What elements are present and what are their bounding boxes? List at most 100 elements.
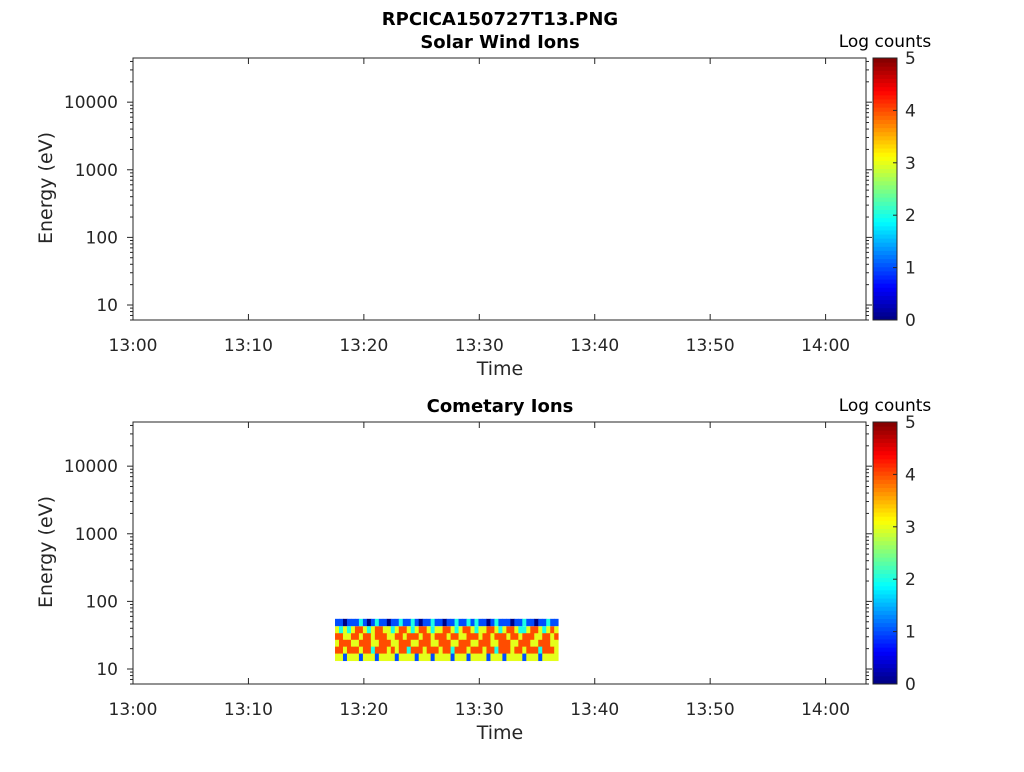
spectrogram-cell	[418, 639, 424, 648]
spectrogram-cell	[414, 618, 420, 627]
colorbar-segment	[873, 499, 897, 505]
spectrogram-cell	[450, 639, 455, 648]
spectrogram-cell	[390, 633, 396, 641]
colorbar-segment	[873, 266, 897, 272]
spectrogram-cell	[554, 639, 559, 648]
spectrogram-cell	[554, 653, 559, 662]
spectrogram-cell	[526, 653, 531, 662]
spectrogram-cell	[474, 633, 479, 641]
spectrogram-cell	[450, 633, 455, 641]
colorbar-segment	[873, 536, 897, 542]
spectrogram-cell	[418, 653, 424, 662]
spectrogram-cell	[390, 646, 396, 655]
colorbar-segment	[873, 585, 897, 591]
colorbar-segment	[873, 618, 897, 624]
spectrogram-cell	[434, 639, 440, 648]
colorbar-segment	[873, 528, 897, 534]
spectrogram-cell	[370, 646, 376, 655]
spectrogram-cell	[538, 626, 543, 634]
colorbar-segment	[873, 164, 897, 170]
spectrogram-cell	[450, 653, 455, 662]
spectrogram-cell	[470, 639, 475, 648]
spectrogram-cell	[498, 653, 503, 662]
y-tick-label: 1000	[75, 525, 118, 545]
colorbar: 0 1 2 3 4 5	[872, 413, 916, 695]
colorbar-segment	[873, 606, 897, 611]
colorbar-label: Log counts	[839, 396, 932, 416]
x-tick-label: 13:50	[686, 336, 735, 356]
spectrogram-cell	[366, 618, 372, 627]
spectrogram-cell	[490, 639, 495, 648]
spectrogram-cell	[458, 653, 463, 662]
spectrogram-cell	[362, 653, 368, 662]
spectrogram-cell	[434, 633, 440, 641]
colorbar-segment	[873, 622, 897, 628]
spectrogram-cell	[378, 653, 384, 662]
spectrogram-cell	[406, 639, 412, 648]
colorbar-segment	[873, 135, 897, 141]
spectrogram-cell	[502, 639, 507, 648]
solar-wind-panel: Solar Wind Ions 13:00 13:10 13:20 13:30 13:4…	[35, 32, 931, 380]
spectrogram-cell	[394, 633, 400, 641]
spectrogram-cell	[438, 646, 444, 655]
spectrogram-cell	[350, 626, 356, 634]
spectrogram-cell	[398, 653, 404, 662]
spectrogram-cell	[382, 639, 388, 648]
colorbar-segment	[873, 270, 897, 276]
spectrogram-cell	[546, 618, 551, 627]
spectrogram-cell	[358, 633, 364, 641]
spectrogram-cell	[342, 633, 348, 641]
colorbar-segment	[873, 299, 897, 305]
colorbar-segment	[873, 234, 897, 239]
colorbar-tick-label: 3	[905, 154, 916, 174]
spectrogram-cell	[410, 633, 416, 641]
spectrogram-cell	[526, 639, 531, 648]
spectrogram-cell	[362, 639, 368, 648]
cometary-panel: Cometary Ions 13:00 13:10 13:20 13:30 13:40 1…	[35, 396, 931, 744]
spectrogram-cell	[478, 653, 483, 662]
spectrogram-cell	[406, 618, 412, 627]
colorbar-segment	[873, 82, 897, 88]
spectrogram	[335, 618, 559, 662]
colorbar-segment	[873, 176, 897, 182]
colorbar-segment	[873, 507, 897, 513]
spectrogram-cell	[414, 626, 420, 634]
colorbar-segment	[873, 74, 897, 79]
spectrogram-cell	[502, 626, 507, 634]
spectrogram-cell	[382, 618, 388, 627]
spectrogram-cell	[458, 626, 463, 634]
colorbar-segment	[873, 540, 897, 546]
spectrogram-cell	[470, 618, 475, 627]
spectrogram-cell	[466, 646, 471, 655]
spectrogram-cell	[386, 633, 392, 641]
spectrogram-cell	[350, 646, 356, 655]
spectrogram-cell	[494, 639, 499, 648]
spectrogram-cell	[474, 653, 479, 662]
colorbar-tick-label: 2	[905, 206, 916, 226]
colorbar-segment	[873, 561, 897, 566]
spectrogram-cell	[374, 633, 380, 641]
colorbar-tick-label: 5	[905, 413, 916, 433]
spectrogram-cell	[542, 639, 547, 648]
colorbar-segment	[873, 254, 897, 260]
colorbar-tick-label: 4	[905, 465, 916, 485]
spectrogram-cell	[350, 633, 356, 641]
colorbar-segment	[873, 503, 897, 509]
x-tick-label: 13:20	[339, 700, 388, 720]
spectrogram-cell	[442, 646, 447, 655]
spectrogram-cell	[506, 633, 511, 641]
spectrogram-cell	[335, 653, 340, 662]
spectrogram-cell	[422, 653, 428, 662]
spectrogram-cell	[414, 639, 420, 648]
spectrogram-cell	[542, 633, 547, 641]
spectrogram-cell	[366, 633, 372, 641]
colorbar-segment	[873, 258, 897, 264]
spectrogram-cell	[514, 626, 519, 634]
spectrogram-cell	[362, 626, 368, 634]
colorbar-segment	[873, 307, 897, 313]
spectrogram-cell	[410, 618, 416, 627]
spectrogram-cell	[538, 646, 543, 655]
spectrogram-cell	[546, 626, 551, 634]
x-tick-label: 13:30	[455, 700, 504, 720]
